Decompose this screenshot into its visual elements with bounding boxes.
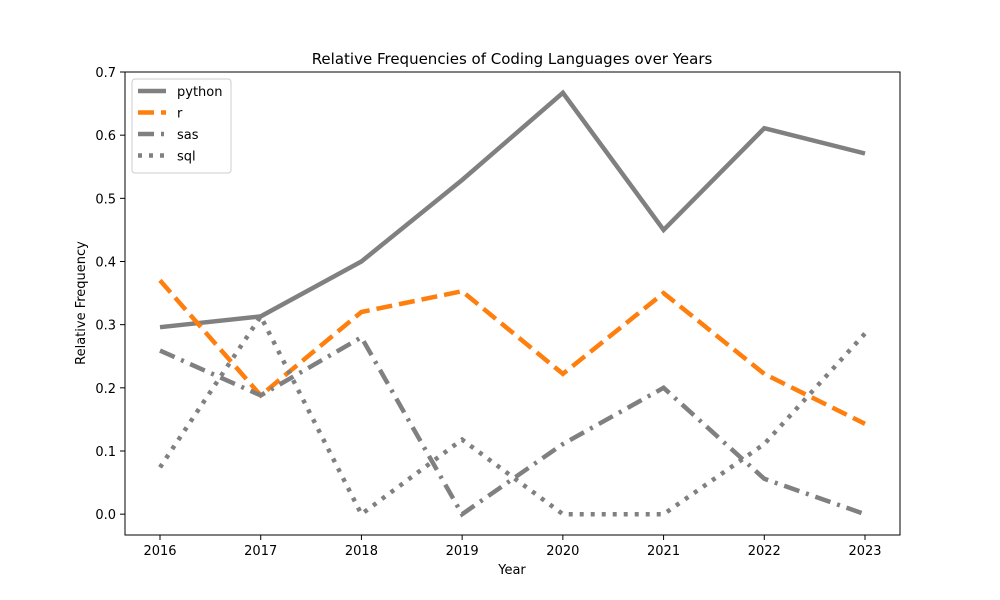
x-tick-label: 2021 [647,544,680,559]
series-line-python [159,89,866,330]
series-line-r [158,278,866,426]
y-tick-label: 0.6 [95,129,116,144]
y-tick-label: 0.2 [95,382,116,397]
y-tick-label: 0.5 [95,192,116,207]
series-line-sql [158,311,867,518]
y-tick-label: 0.7 [95,66,116,81]
x-tick-label: 2020 [546,544,579,559]
y-tick-label: 0.4 [95,255,116,270]
x-tick-label: 2023 [848,544,881,559]
y-tick-label: 0.1 [95,445,116,460]
y-tick-label: 0.3 [95,319,116,334]
legend-label-sas: sas [177,128,199,143]
y-tick-label: 0.0 [95,508,116,523]
legend-label-sql: sql [177,150,196,165]
y-axis: 0.0 0.1 0.2 0.3 0.4 0.5 0.6 0.7 [95,66,125,523]
x-axis-label: Year [497,563,526,578]
x-tick-label: 2019 [446,544,479,559]
legend-label-r: r [177,107,183,122]
chart-title: Relative Frequencies of Coding Languages… [312,50,713,68]
legend: python r sas sql [131,78,232,174]
x-tick-label: 2016 [143,544,176,559]
series-line-sas [159,334,866,518]
y-axis-label: Relative Frequency [74,241,89,365]
plot-area [124,71,901,536]
legend-label-python: python [177,85,222,100]
x-tick-label: 2022 [748,544,781,559]
legend-box [131,78,232,174]
x-tick-label: 2018 [345,544,378,559]
plot-frame [124,71,901,536]
x-axis: 2016 2017 2018 2019 2020 2021 2022 2023 [143,535,882,559]
x-tick-label: 2017 [244,544,277,559]
series-layer [158,89,867,518]
